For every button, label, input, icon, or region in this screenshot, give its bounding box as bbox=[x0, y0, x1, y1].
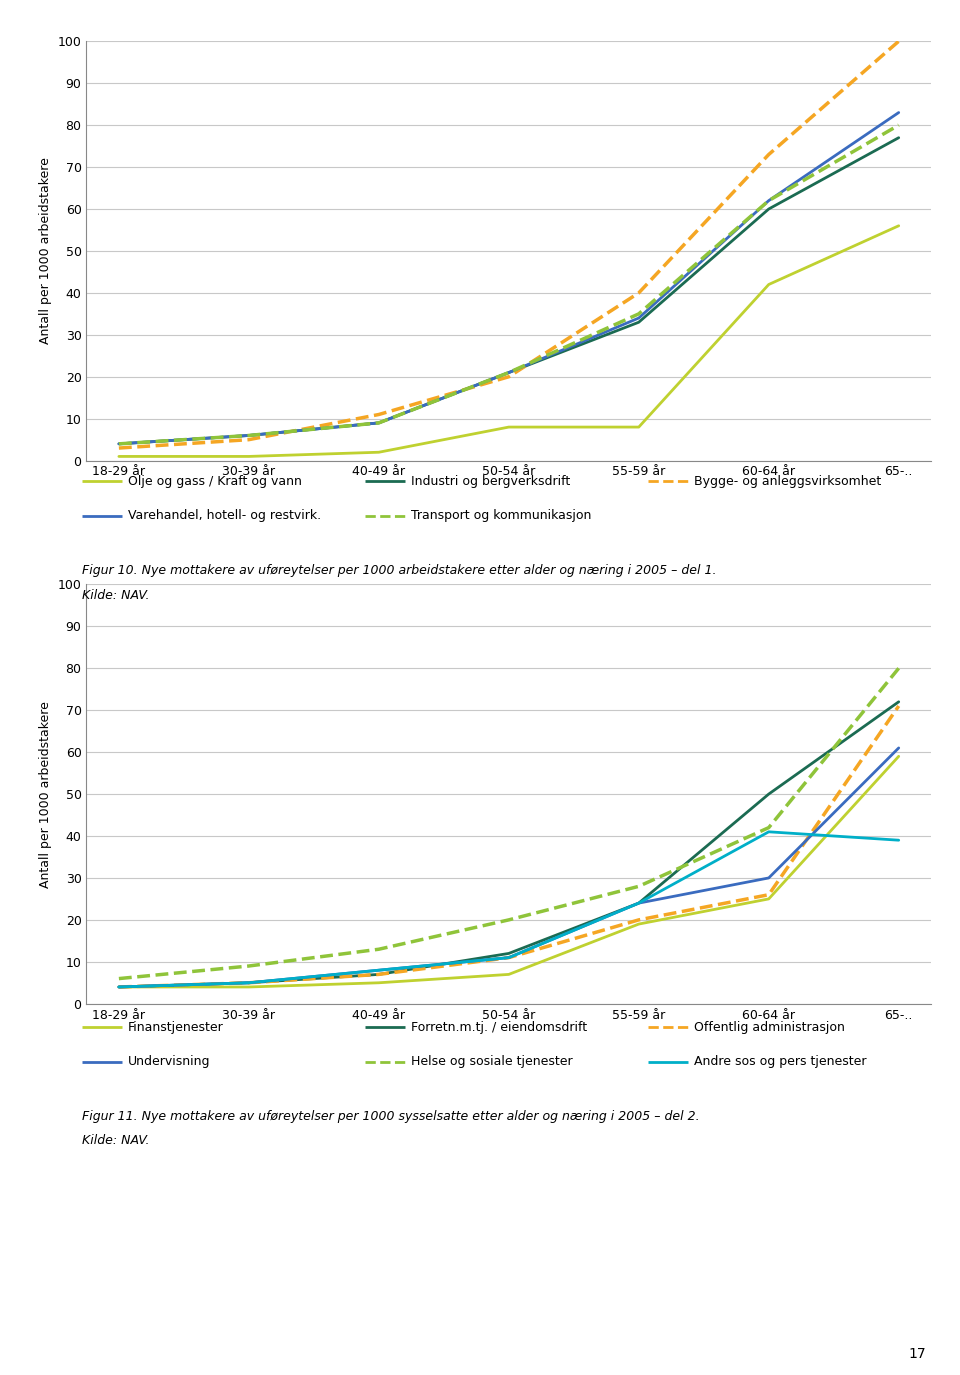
Text: Industri og bergverksdrift: Industri og bergverksdrift bbox=[411, 474, 570, 488]
Text: Transport og kommunikasjon: Transport og kommunikasjon bbox=[411, 509, 591, 522]
Text: Kilde: NAV.: Kilde: NAV. bbox=[82, 588, 149, 601]
Text: Offentlig administrasjon: Offentlig administrasjon bbox=[694, 1020, 845, 1034]
Text: Varehandel, hotell- og restvirk.: Varehandel, hotell- og restvirk. bbox=[128, 509, 321, 522]
Text: Undervisning: Undervisning bbox=[128, 1055, 210, 1068]
Text: Olje og gass / Kraft og vann: Olje og gass / Kraft og vann bbox=[128, 474, 301, 488]
Text: Figur 11. Nye mottakere av uføreytelser per 1000 sysselsatte etter alder og næri: Figur 11. Nye mottakere av uføreytelser … bbox=[82, 1110, 699, 1122]
Text: Finanstjenester: Finanstjenester bbox=[128, 1020, 224, 1034]
Y-axis label: Antall per 1000 arbeidstakere: Antall per 1000 arbeidstakere bbox=[39, 701, 52, 887]
Text: Forretn.m.tj. / eiendomsdrift: Forretn.m.tj. / eiendomsdrift bbox=[411, 1020, 587, 1034]
Y-axis label: Antall per 1000 arbeidstakere: Antall per 1000 arbeidstakere bbox=[39, 158, 52, 344]
Text: Andre sos og pers tjenester: Andre sos og pers tjenester bbox=[694, 1055, 867, 1068]
Text: Bygge- og anleggsvirksomhet: Bygge- og anleggsvirksomhet bbox=[694, 474, 881, 488]
Text: Helse og sosiale tjenester: Helse og sosiale tjenester bbox=[411, 1055, 572, 1068]
Text: 17: 17 bbox=[909, 1348, 926, 1361]
Text: Figur 10. Nye mottakere av uføreytelser per 1000 arbeidstakere etter alder og næ: Figur 10. Nye mottakere av uføreytelser … bbox=[82, 564, 716, 576]
Text: Kilde: NAV.: Kilde: NAV. bbox=[82, 1134, 149, 1147]
